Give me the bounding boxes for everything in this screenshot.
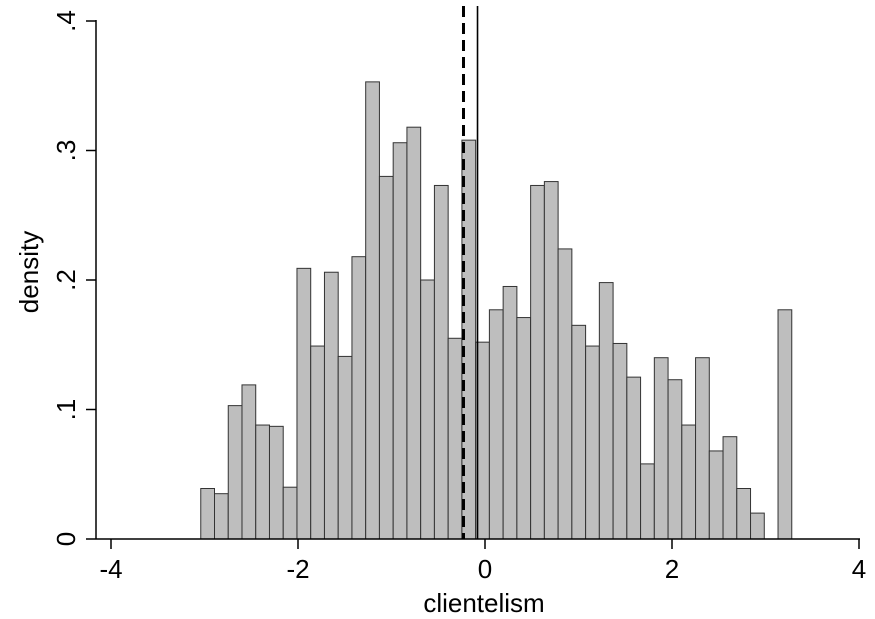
x-tick-label: 0 (478, 554, 492, 584)
x-tick-label: -2 (286, 554, 309, 584)
x-tick-label: 2 (665, 554, 679, 584)
histogram-bar (337, 355, 353, 540)
reference-lines-group (461, 6, 479, 539)
histogram-bar (310, 345, 325, 540)
y-axis-title: density (14, 231, 44, 313)
histogram-bar (200, 488, 215, 540)
histogram-bar (612, 342, 628, 540)
histogram-bar (282, 486, 298, 540)
histogram-bar (653, 357, 669, 540)
histogram-bar (722, 436, 738, 540)
histogram-bar (227, 405, 243, 540)
histogram-bar (667, 379, 683, 540)
x-tick-label: 4 (852, 554, 866, 584)
histogram-bar (708, 450, 724, 540)
histogram-bar (255, 424, 270, 540)
histogram-bar (777, 309, 793, 540)
histogram-bar (736, 488, 752, 540)
histogram-bar (543, 181, 559, 540)
histogram-bar (296, 267, 312, 540)
histogram-bar (640, 463, 655, 540)
y-tick-label: .2 (51, 269, 81, 291)
histogram-bar (323, 271, 339, 540)
y-tick-label: .3 (51, 140, 81, 162)
histogram-bar (433, 184, 449, 540)
histogram-bar (750, 512, 765, 540)
histogram-bar (557, 248, 573, 540)
histogram-bar (378, 175, 394, 540)
histogram-bar (351, 256, 367, 540)
histogram-bar (626, 376, 642, 540)
x-ticks-group: -4 -2 0 2 4 (99, 539, 866, 584)
histogram-bar (392, 142, 408, 540)
y-tick-label: .1 (51, 399, 81, 421)
histogram-bar (406, 126, 422, 540)
y-ticks-group: 0 .1 .2 .3 .4 (51, 10, 96, 546)
histogram-bar (571, 324, 587, 540)
histogram-bar (241, 384, 257, 540)
histogram-bar (598, 282, 614, 540)
histogram-bar (585, 345, 600, 540)
histogram-bar (502, 285, 518, 540)
histogram-bar (268, 425, 284, 540)
histogram-bar (530, 184, 545, 540)
y-tick-label: .4 (51, 10, 81, 32)
bars-group (200, 81, 793, 540)
histogram-bar (681, 424, 697, 540)
histogram-bar (420, 279, 435, 540)
histogram-bar (695, 357, 710, 540)
histogram-bar (214, 493, 229, 540)
histogram-bar (365, 81, 380, 540)
histogram-bar (447, 337, 463, 540)
histogram-bar (488, 309, 504, 540)
y-tick-label: 0 (51, 532, 81, 546)
histogram-bar (516, 317, 532, 540)
x-tick-label: -4 (99, 554, 122, 584)
x-axis-title: clientelism (423, 588, 544, 618)
